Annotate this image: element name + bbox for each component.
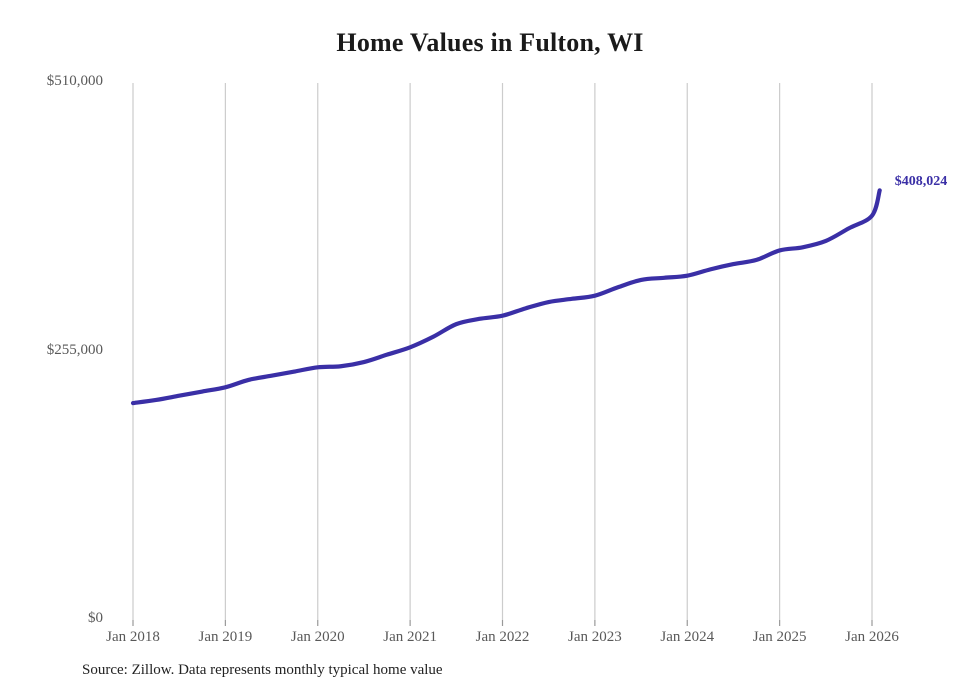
chart-title: Home Values in Fulton, WI (336, 28, 644, 57)
y-tick-label: $255,000 (46, 341, 103, 358)
x-tick-label: Jan 2018 (106, 629, 160, 645)
x-tick-label: Jan 2025 (752, 629, 807, 645)
x-tick-label: Jan 2024 (660, 629, 715, 645)
x-tick-label: Jan 2020 (290, 629, 345, 645)
series-line-typical-home-value (130, 188, 882, 406)
y-tick-label: $0 (88, 610, 103, 626)
x-tick-label: Jan 2023 (568, 629, 622, 645)
y-tick-label: $510,000 (46, 73, 103, 89)
x-tick-label: Jan 2021 (383, 629, 437, 645)
x-tick-label: Jan 2026 (845, 629, 899, 645)
x-tick-label: Jan 2022 (475, 629, 530, 645)
x-tick-label: Jan 2019 (198, 629, 253, 645)
x-tick-marks-group (132, 620, 873, 626)
end-value-annotation: $408,024 (894, 174, 948, 190)
source-note: Source: Zillow. Data represents monthly … (82, 662, 443, 678)
gridlines-group (132, 83, 873, 620)
